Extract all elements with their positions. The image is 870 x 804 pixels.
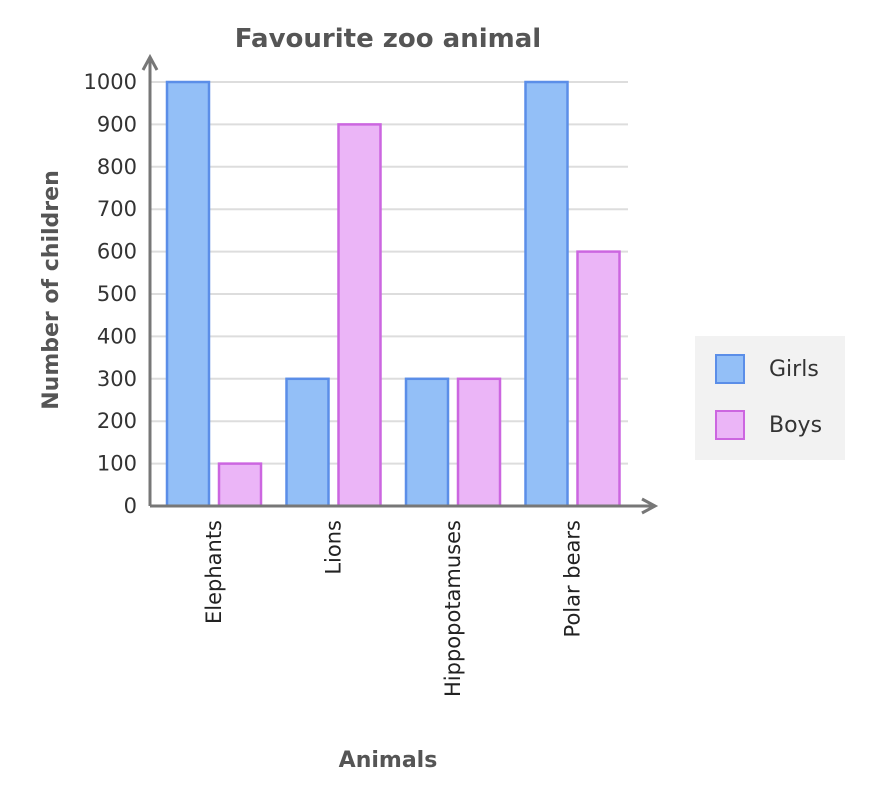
x-tick-label: Lions [322, 520, 346, 575]
chart-title: Favourite zoo animal [235, 24, 541, 54]
legend: Girls Boys [695, 336, 845, 460]
y-tick-label: 700 [97, 197, 137, 221]
y-tick-label: 1000 [84, 70, 137, 94]
bar-girls-elephants [165, 80, 211, 508]
y-tick-label: 500 [97, 282, 137, 306]
bar-girls-lions [285, 377, 330, 508]
x-tick-labels: Elephants Lions Hippopotamuses Polar bears [202, 520, 585, 697]
x-axis-title: Animals [339, 748, 438, 773]
y-axis-title: Number of children [39, 170, 64, 410]
axes [141, 53, 659, 515]
y-tick-label: 300 [97, 367, 137, 391]
y-tick-label: 100 [97, 452, 137, 476]
bar-boys-polar-bears [576, 250, 621, 508]
x-tick-label: Polar bears [561, 520, 585, 637]
y-tick-label: 800 [97, 155, 137, 179]
y-axis-arrow [141, 53, 159, 71]
legend-label-girls: Girls [769, 357, 819, 382]
legend-label-boys: Boys [769, 413, 822, 438]
legend-swatch-girls [715, 354, 745, 384]
bar-girls-hippopotamuses [404, 377, 450, 508]
y-tick-label: 400 [97, 324, 137, 348]
y-tick-label: 0 [124, 494, 137, 518]
bar-boys-elephants [217, 462, 263, 508]
y-tick-label: 600 [97, 240, 137, 264]
y-tick-labels: 0 100 200 300 400 500 600 700 800 900 1000 [84, 70, 137, 518]
legend-swatch-boys [715, 410, 745, 440]
x-tick-label: Hippopotamuses [441, 520, 465, 697]
bar-boys-hippopotamuses [456, 377, 502, 508]
y-tick-label: 900 [97, 112, 137, 136]
bar-boys-lions [337, 123, 382, 508]
x-axis-arrow [641, 497, 659, 515]
x-tick-label: Elephants [202, 520, 226, 624]
bar-girls-polar-bears [524, 80, 569, 508]
y-tick-label: 200 [97, 409, 137, 433]
